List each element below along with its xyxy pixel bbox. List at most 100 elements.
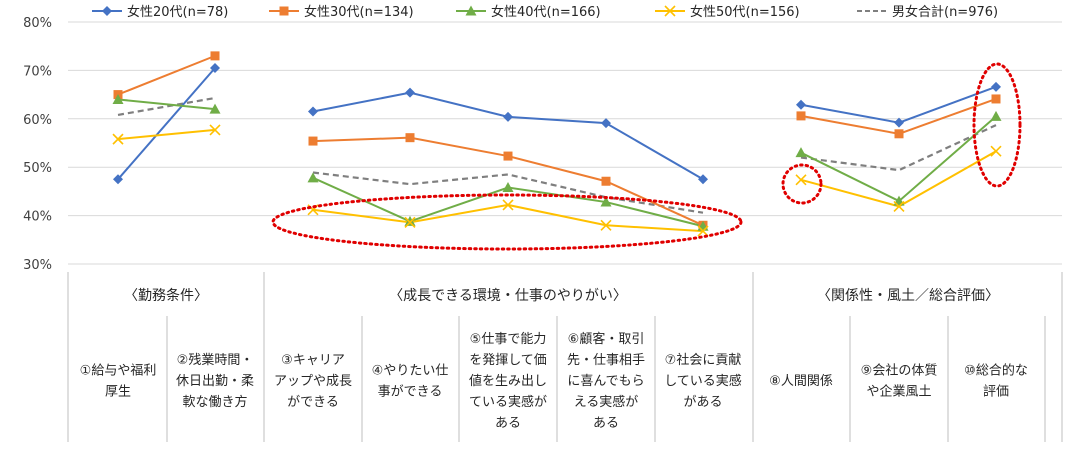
legend-item: 男女合計(n=976)	[857, 4, 998, 20]
data-point	[503, 111, 513, 122]
data-point	[894, 117, 904, 128]
data-point	[210, 62, 220, 73]
y-tick-label: 60%	[23, 113, 52, 128]
category-label: 軟な働き方	[182, 394, 247, 410]
data-point	[664, 5, 676, 17]
category-label: ①給与や福利	[80, 364, 157, 379]
data-point	[600, 219, 612, 231]
annotations	[271, 62, 1022, 251]
y-tick-label: 50%	[23, 161, 52, 176]
data-point-stroke	[404, 216, 416, 228]
data-point-stroke	[990, 145, 1002, 157]
series-lines	[117, 54, 997, 233]
series-line	[800, 85, 997, 124]
category-label: を発揮して価	[469, 353, 547, 368]
category-label: ⑥顧客・取引	[568, 331, 645, 347]
data-point	[601, 118, 611, 129]
legend-item: 女性30代(n=134)	[269, 4, 414, 20]
data-point	[405, 87, 415, 98]
legend-label: 女性20代(n=78)	[127, 4, 228, 20]
data-point	[102, 6, 112, 16]
data-point	[307, 172, 319, 183]
data-point	[893, 200, 905, 212]
category-label: ②残業時間・	[177, 352, 254, 368]
data-point	[795, 174, 807, 186]
series-line	[312, 171, 704, 214]
series-line	[117, 96, 216, 117]
highlight-circle	[781, 163, 823, 205]
data-point-stroke	[112, 133, 124, 145]
data-point	[894, 129, 904, 139]
data-point-stroke	[795, 174, 807, 186]
series-line	[117, 67, 216, 180]
category-label: ある	[593, 416, 619, 431]
data-point	[600, 196, 612, 207]
data-point	[795, 147, 807, 158]
category-label: ⑩総合的な	[964, 363, 1028, 379]
category-label: アップや成長	[274, 374, 352, 389]
data-point	[279, 6, 289, 16]
data-point	[112, 93, 124, 104]
data-point	[990, 110, 1002, 121]
data-point-stroke	[502, 199, 514, 211]
series-line	[800, 98, 997, 135]
data-point	[404, 215, 416, 226]
data-point-stroke	[664, 5, 676, 17]
data-point	[308, 136, 318, 146]
data-point	[502, 199, 514, 211]
data-point	[405, 133, 415, 143]
data-point	[112, 133, 124, 145]
series-line	[800, 124, 997, 172]
legend-label: 女性40代(n=166)	[491, 4, 601, 20]
category-label: 事ができる	[378, 385, 443, 400]
data-point	[210, 51, 220, 61]
category-label: ができる	[287, 395, 339, 410]
category-label: ⑧人間関係	[769, 374, 833, 389]
data-point-stroke	[209, 124, 221, 136]
category-label: 評価	[983, 385, 1009, 400]
data-point	[502, 182, 514, 193]
category-label: 先・仕事相手	[567, 353, 645, 368]
data-point	[796, 111, 806, 121]
category-label: ③キャリア	[281, 353, 345, 368]
y-tick-label: 40%	[23, 210, 52, 225]
category-label: 休日出勤・柔	[176, 374, 254, 389]
category-label: 値を生み出し	[469, 373, 547, 389]
category-label: ⑦社会に貢献	[665, 352, 742, 368]
legend-item: 女性20代(n=78)	[92, 4, 228, 20]
series-line	[117, 128, 216, 141]
y-tick-label: 30%	[23, 258, 52, 273]
y-tick-label: 80%	[23, 16, 52, 31]
group-title: 〈関係性・風土／総合評価〉	[817, 288, 999, 304]
series-line	[117, 54, 216, 96]
category-label: している実感	[664, 373, 742, 389]
category-label: ている実感が	[469, 394, 547, 410]
data-point	[697, 225, 709, 237]
category-label: ⑨会社の体質	[861, 363, 938, 379]
category-label: える実感が	[574, 394, 639, 410]
series-markers	[112, 51, 1002, 237]
highlight-ellipse	[972, 62, 1022, 188]
category-label: や企業風土	[866, 384, 931, 400]
legend-item: 女性40代(n=166)	[456, 4, 601, 20]
data-point-stroke	[893, 200, 905, 212]
legend-label: 男女合計(n=976)	[892, 4, 998, 20]
y-tick-label: 70%	[23, 64, 52, 79]
category-label: に喜んでもら	[567, 374, 644, 389]
data-point	[113, 174, 123, 185]
data-point-stroke	[600, 219, 612, 231]
category-label: ⑤仕事で能力	[470, 332, 547, 347]
data-point-stroke	[697, 225, 709, 237]
data-point	[991, 94, 1001, 104]
data-point	[796, 99, 806, 110]
group-title: 〈勤務条件〉	[124, 287, 208, 304]
category-label: ある	[495, 416, 521, 431]
data-point	[698, 174, 708, 185]
category-label: がある	[683, 395, 722, 410]
legend-item: 女性50代(n=156)	[655, 4, 800, 20]
category-label: ④やりたい仕	[372, 364, 449, 379]
legend: 女性20代(n=78) 女性30代(n=134) 女性40代(n=166) 女性50代…	[92, 4, 998, 20]
y-axis-tick-labels: 30% 40% 50% 60% 70% 80%	[23, 16, 52, 273]
